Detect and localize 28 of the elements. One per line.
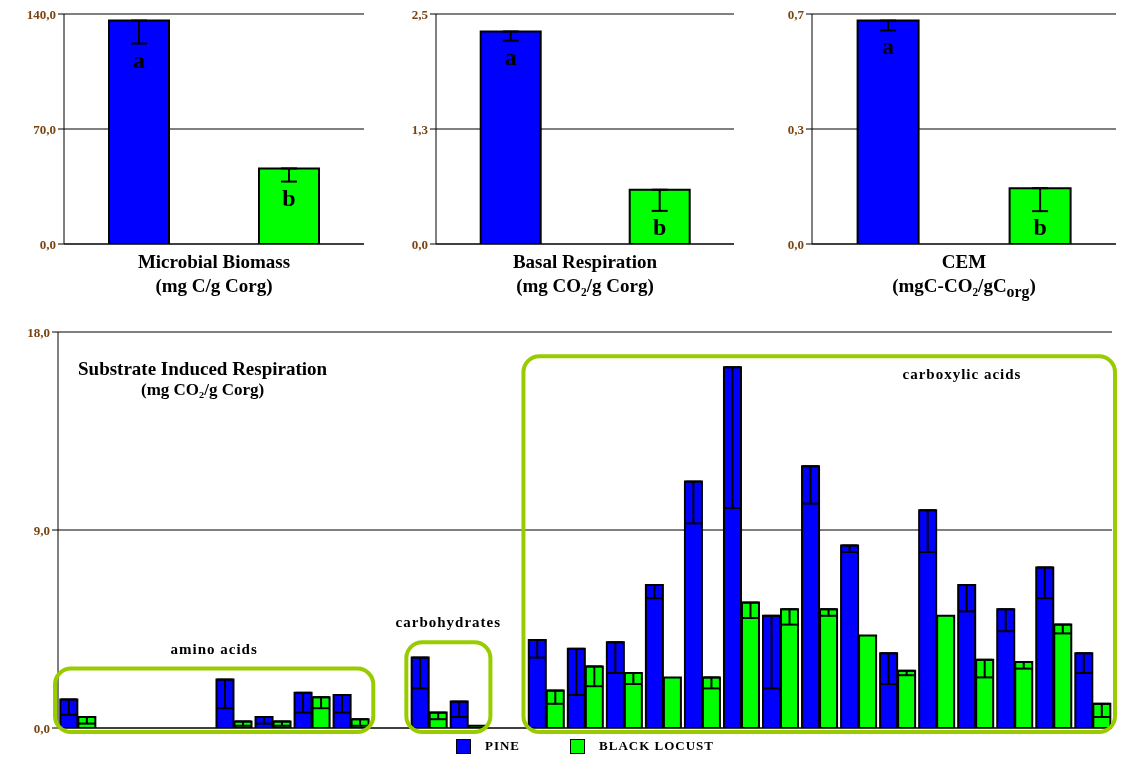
annotation: carboxylic acids bbox=[901, 366, 1023, 384]
y-tick-label: 2,5 bbox=[411, 6, 429, 22]
y-tick-label: 140,0 bbox=[26, 6, 56, 22]
y-tick-label: 0,0 bbox=[411, 236, 428, 252]
data-label: a bbox=[133, 46, 145, 73]
y-tick-label: 1,3 bbox=[411, 121, 429, 137]
x-axis-title: Microbial Biomass (mg C/g Corg) bbox=[136, 250, 292, 298]
data-label: a bbox=[882, 33, 895, 60]
y-tick-label: 0,0 bbox=[787, 236, 804, 252]
data-label: b bbox=[653, 213, 667, 240]
legend-label: PINE bbox=[484, 738, 521, 754]
y-tick-label: 9,0 bbox=[33, 522, 50, 538]
y-tick-label: 0,0 bbox=[39, 236, 56, 252]
y-tick-label: 0,0 bbox=[33, 720, 50, 736]
data-label: b bbox=[282, 184, 296, 211]
x-axis-title: Basal Respiration (mg CO₂/g Corg) bbox=[511, 250, 659, 298]
text: Substrate Induced Respiration bbox=[78, 358, 328, 379]
y-tick-label: 0,3 bbox=[787, 121, 805, 137]
y-tick-label: 18,0 bbox=[27, 324, 50, 340]
y-tick-label: 70,0 bbox=[33, 121, 56, 137]
text: (mg CO₂/g Corg) bbox=[140, 379, 266, 400]
legend-label: BLACK LOCUST bbox=[599, 738, 714, 754]
annotation: carbohydrates bbox=[394, 614, 503, 632]
annotation: amino acids bbox=[169, 640, 259, 658]
data-label: a bbox=[504, 43, 517, 70]
y-tick-label: 0,7 bbox=[787, 6, 805, 22]
x-axis-title: CEM (mgC-CO₂/gC$_{org}$) bbox=[891, 250, 1037, 303]
data-label: b bbox=[1033, 214, 1047, 241]
